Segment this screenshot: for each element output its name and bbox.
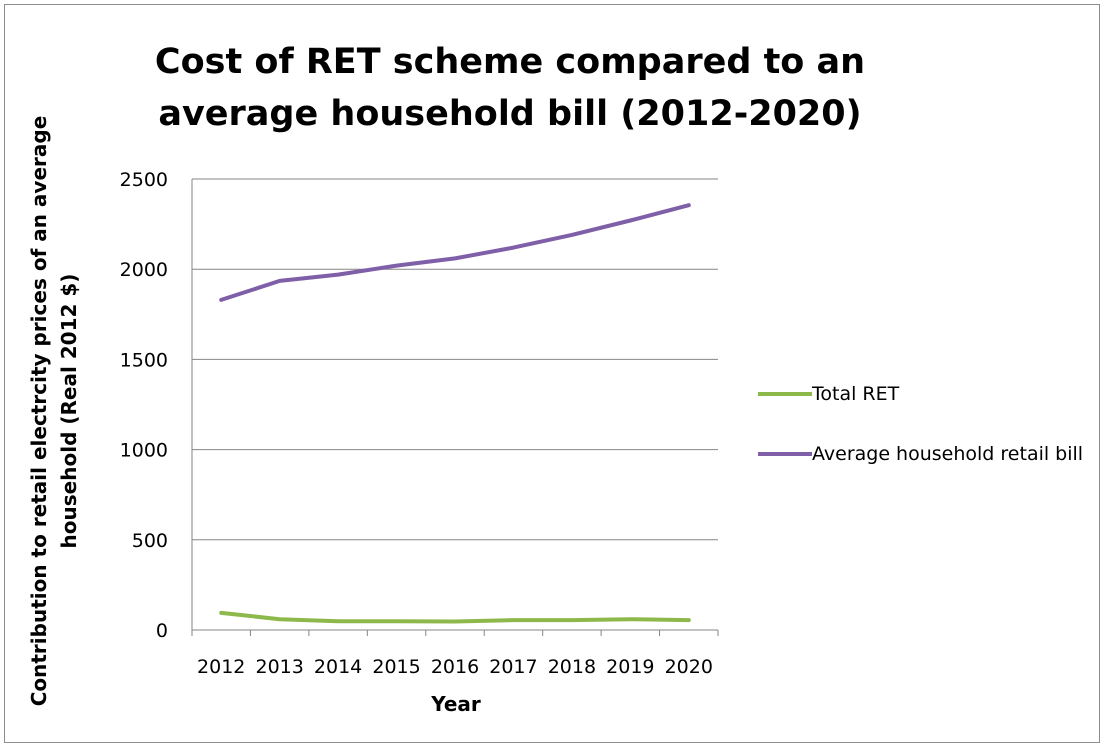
- legend-item: Average household retail bill: [758, 440, 1098, 468]
- chart-title: Cost of RET scheme compared to an averag…: [154, 42, 866, 134]
- y-tick-label: 1000: [120, 440, 168, 462]
- x-tick-label: 2016: [431, 656, 479, 678]
- y-tick-label: 1500: [120, 349, 168, 371]
- legend: Total RET Average household retail bill: [758, 380, 1098, 500]
- series-line-average-household-retail-bill: [219, 203, 691, 302]
- series-line-total-ret: [219, 610, 691, 624]
- legend-item: Total RET: [758, 380, 1098, 408]
- y-tick-label: 500: [132, 530, 168, 552]
- x-tick-label: 2019: [606, 656, 654, 678]
- legend-swatch: [758, 452, 812, 456]
- y-tick-label: 0: [156, 620, 168, 642]
- x-tick-label: 2018: [548, 656, 596, 678]
- x-tick-label: 2015: [372, 656, 420, 678]
- legend-label: Average household retail bill: [812, 443, 1084, 465]
- x-tick-label: 2012: [197, 656, 245, 678]
- x-tick-label: 2014: [314, 656, 362, 678]
- x-axis-label: Year: [431, 692, 481, 716]
- x-tick-label: 2020: [665, 656, 713, 678]
- legend-swatch: [758, 392, 812, 396]
- x-tick-label: 2017: [489, 656, 537, 678]
- y-tick-label: 2000: [120, 259, 168, 281]
- legend-label: Total RET: [812, 383, 900, 405]
- x-tick-label: 2013: [255, 656, 303, 678]
- y-tick-label: 2500: [120, 169, 168, 191]
